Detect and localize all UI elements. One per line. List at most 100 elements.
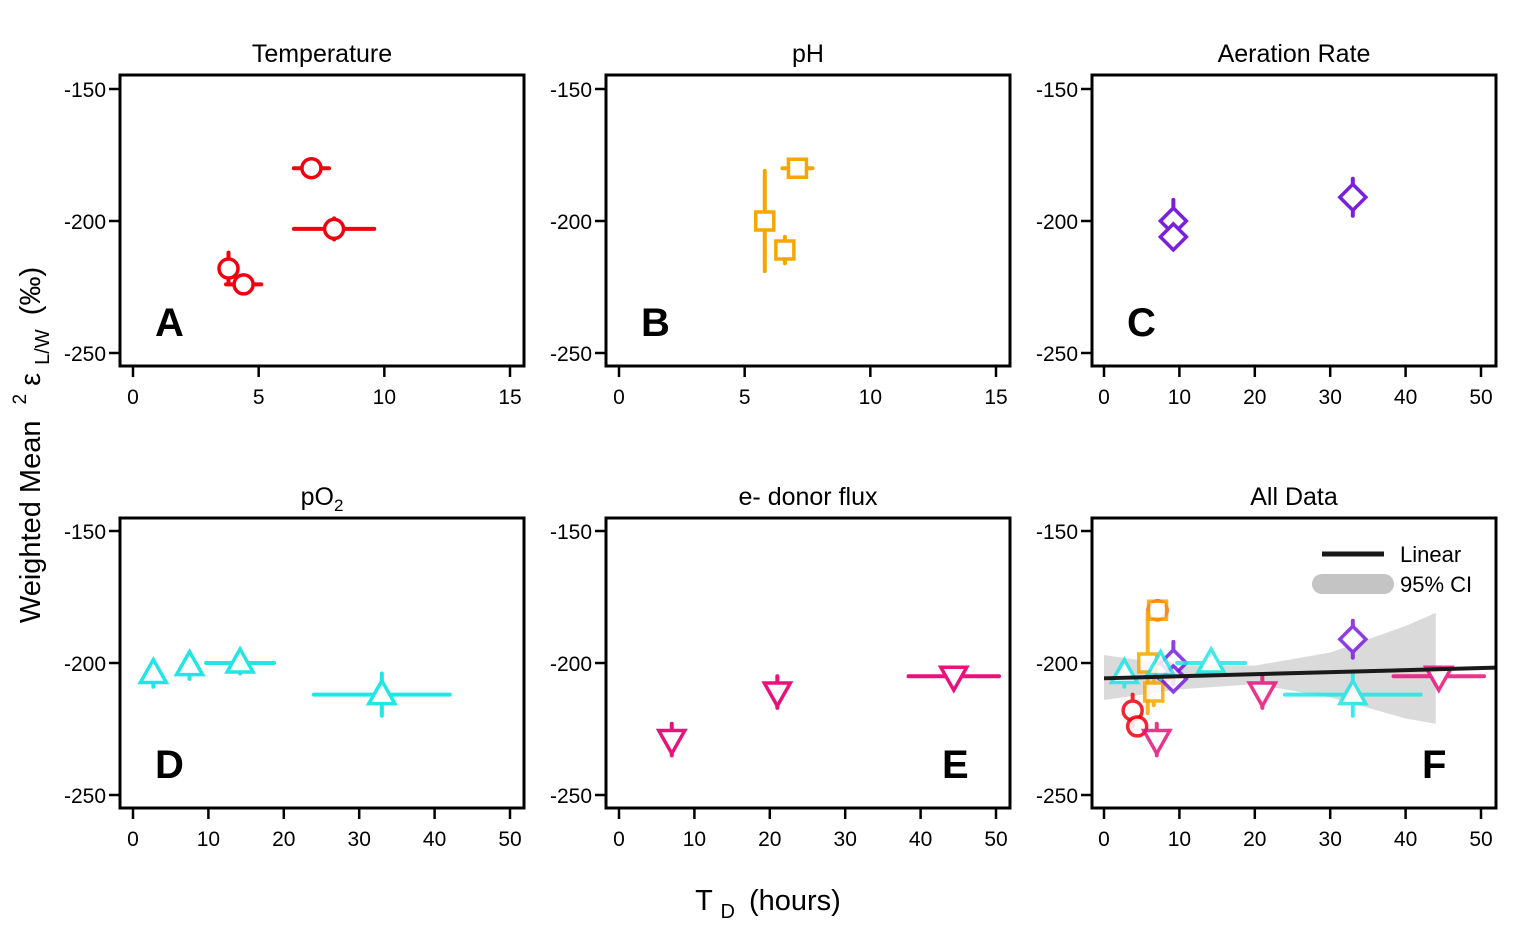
marker-square	[754, 210, 776, 232]
panels: Temperature 0 5 10 15 -150 -200 -250 ApH 0 5 10 15 -1…	[64, 40, 1498, 851]
y-axis-label-unit: (‰)	[15, 267, 47, 315]
marker-triangle-down	[655, 728, 688, 758]
x-tick-label: 10	[683, 828, 706, 851]
x-tick-label: 40	[909, 828, 932, 851]
panel-letter: E	[942, 743, 969, 787]
panel-title: pH	[792, 40, 824, 68]
linear-fit-line	[1103, 665, 1497, 681]
svg-text:Weighted Mean 2 ε: Weighted Mean 2 ε L/W (‰)	[1, 267, 56, 623]
marker-triangle-down	[937, 665, 970, 694]
marker-triangle-up	[365, 677, 398, 706]
panel-title: e- donor flux	[739, 483, 878, 511]
marker-diamond	[1337, 181, 1369, 213]
data-point	[311, 671, 452, 718]
y-tick-label: -200	[64, 653, 106, 676]
data-point	[1140, 721, 1173, 758]
marker-triangle-up	[137, 656, 170, 685]
panel-letter: D	[155, 743, 184, 787]
x-tick-label: 0	[1098, 828, 1110, 851]
legend-linear-label: Linear	[1400, 542, 1461, 567]
panel-title: pO2	[301, 483, 344, 515]
y-axis-label-main: Weighted Mean	[15, 421, 47, 624]
legend: Linear 95% CI	[1312, 542, 1472, 597]
y-tick-label: -150	[64, 79, 106, 102]
y-tick-label: -150	[1036, 79, 1078, 102]
marker-diamond	[1337, 623, 1369, 655]
y-axis-label: Weighted Mean 2 ε L/W (‰)	[1, 267, 56, 623]
data-point	[1337, 176, 1369, 218]
data-point	[1246, 674, 1279, 710]
y-axis-label-superscript: 2	[10, 394, 31, 405]
x-tick-label: 10	[859, 386, 882, 409]
data-point	[754, 168, 776, 274]
y-tick-label: -250	[550, 785, 592, 808]
x-tick-label: 10	[373, 386, 396, 409]
data-point	[1143, 676, 1165, 708]
x-tick-label: 30	[1319, 828, 1342, 851]
y-tick-label: -200	[64, 211, 106, 234]
panel-title-text: e- donor flux	[739, 483, 878, 511]
x-tick-label: 30	[1319, 386, 1342, 409]
data-point	[1282, 671, 1423, 718]
marker-triangle-up	[1144, 648, 1177, 677]
x-tick-label: 50	[984, 828, 1007, 851]
x-tick-label: 50	[1469, 828, 1492, 851]
y-tick-label: -250	[550, 343, 592, 366]
marker-triangle-down	[1246, 681, 1279, 710]
panel-f: All Data 0 10 20 30 40 50 -150 -200 -250 F Linear 95…	[1036, 483, 1498, 851]
panel-e: e- donor flux 0 10 20 30 40 50 -150 -200 -250 E	[550, 483, 1012, 851]
data-point	[780, 157, 815, 179]
x-tick-label: 50	[1469, 386, 1492, 409]
y-tick-label: -200	[550, 211, 592, 234]
x-tick-label: 5	[739, 386, 751, 409]
marker-square	[1143, 681, 1165, 703]
marker-triangle-up	[224, 645, 257, 674]
x-tick-label: 10	[197, 828, 220, 851]
x-tick-label: 20	[272, 828, 295, 851]
x-tick-label: 30	[834, 828, 857, 851]
panel-c: Aeration Rate 0 10 20 30 40 50 -150 -200 -250 C	[1036, 40, 1498, 409]
panel-title-text: pH	[792, 40, 824, 68]
y-tick-label: -250	[64, 785, 106, 808]
y-tick-label: -200	[1036, 211, 1078, 234]
y-tick-label: -150	[550, 521, 592, 544]
y-tick-label: -150	[64, 521, 106, 544]
data-point	[291, 216, 377, 242]
marker-triangle-down	[1140, 728, 1173, 758]
data-point	[1125, 715, 1149, 738]
x-tick-label: 50	[498, 828, 521, 851]
data-point	[1157, 221, 1189, 253]
y-tick-label: -200	[1036, 653, 1078, 676]
x-tick-label: 10	[1168, 828, 1191, 851]
data-point	[223, 273, 264, 296]
y-axis-label-subscript: L/W	[32, 329, 54, 365]
panel-title: Aeration Rate	[1218, 40, 1371, 68]
x-tick-label: 10	[1168, 386, 1191, 409]
panel-title-subscript: 2	[334, 496, 343, 515]
marker-square	[774, 239, 796, 261]
legend-ci-label: 95% CI	[1400, 572, 1472, 597]
x-axis-label-main: T	[695, 885, 713, 917]
data-point	[1175, 645, 1247, 676]
data-point	[291, 156, 332, 180]
x-tick-label: 20	[1243, 828, 1266, 851]
panel-title: Temperature	[252, 40, 392, 68]
marker-triangle-up	[173, 648, 206, 677]
x-tick-label: 0	[127, 828, 139, 851]
x-tick-label: 0	[127, 386, 139, 409]
y-tick-label: -250	[1036, 785, 1078, 808]
panel-letter: F	[1422, 743, 1446, 787]
data-point	[774, 234, 796, 266]
marker-circle	[232, 273, 255, 296]
data-point	[217, 250, 240, 287]
x-tick-label: 40	[423, 828, 446, 851]
data-point	[1337, 618, 1369, 660]
marker-triangle-up	[1336, 677, 1369, 706]
marker-triangle-down	[761, 681, 794, 710]
x-tick-label: 0	[1098, 386, 1110, 409]
x-axis-label-subscript: D	[720, 901, 734, 923]
marker-square	[1146, 599, 1169, 621]
data-point	[1391, 665, 1487, 694]
